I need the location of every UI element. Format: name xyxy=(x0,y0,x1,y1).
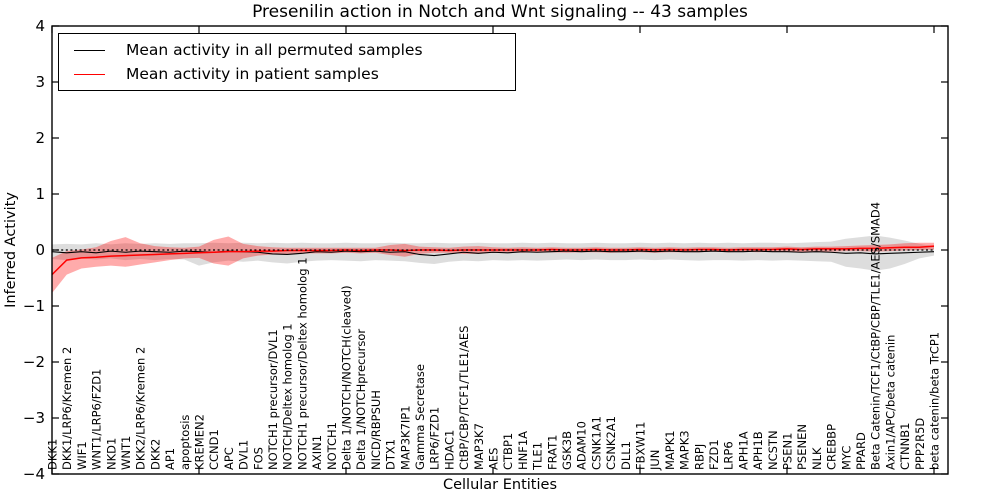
x-category-label: CCND1 xyxy=(207,429,221,470)
x-category-label: WNT1 xyxy=(119,436,133,470)
x-category-label: DKK2 xyxy=(148,439,162,470)
x-category-label: PPP2R5D xyxy=(913,418,927,470)
x-category-label: NOTCH1 precursor/DVL1 xyxy=(266,329,280,470)
x-category-label: MAPK3 xyxy=(678,430,692,470)
x-category-label: DLL1 xyxy=(619,441,633,470)
legend-label-permuted: Mean activity in all permuted samples xyxy=(126,41,423,59)
x-category-label: NOTCH1 precursor/Deltex homolog 1 xyxy=(295,257,309,470)
x-category-label: HNF1A xyxy=(516,431,530,470)
x-category-label: LRP6 xyxy=(722,441,736,470)
x-category-label: HDAC1 xyxy=(442,430,456,470)
x-category-label: NCSTN xyxy=(766,430,780,470)
x-category-label: CREBBP xyxy=(825,424,839,470)
x-category-label: Gamma Secretase xyxy=(413,364,427,470)
x-category-label: CTNNB1 xyxy=(898,423,912,470)
x-category-label: DTX1 xyxy=(384,439,398,470)
x-category-label: APH1A xyxy=(736,431,750,470)
x-category-label: FBXW11 xyxy=(634,422,648,470)
x-category-label: FZD1 xyxy=(707,439,721,470)
x-category-label: MAPK1 xyxy=(663,430,677,470)
x-category-label: CSNK2A1 xyxy=(604,416,618,470)
y-axis-label: Inferred Activity xyxy=(3,192,19,308)
x-category-label: Axin1/APC/beta catenin xyxy=(883,335,897,470)
x-category-label: CTBP1 xyxy=(501,433,515,470)
x-category-label: AXIN1 xyxy=(310,435,324,470)
y-tick-label: 1 xyxy=(35,185,45,203)
permuted-line-swatch xyxy=(74,49,105,51)
legend: Mean activity in all permuted samples Me… xyxy=(58,33,516,91)
x-category-label: AES xyxy=(487,448,501,470)
legend-label-patient: Mean activity in patient samples xyxy=(126,65,379,83)
x-category-label: GSK3B xyxy=(560,431,574,470)
permuted-line xyxy=(51,250,935,257)
y-tick-label: 2 xyxy=(35,129,45,147)
y-tick-label: 4 xyxy=(35,17,45,35)
x-category-label: AP1 xyxy=(163,448,177,470)
x-category-label: FRAT1 xyxy=(545,435,559,470)
x-category-label: MYC xyxy=(839,446,853,470)
x-category-label: WIF1 xyxy=(75,441,89,470)
x-category-label: NOTCH1 xyxy=(325,422,339,470)
legend-entry-permuted: Mean activity in all permuted samples xyxy=(74,39,515,61)
y-tick-label: 0 xyxy=(35,241,45,259)
x-category-label: ADAM10 xyxy=(575,421,589,470)
y-tick-label: −1 xyxy=(23,297,45,315)
x-category-label: Beta Catenin/TCF1/CtBP/CBP/TLE1/AES/SMAD… xyxy=(869,202,883,470)
y-tick-label: −4 xyxy=(23,465,45,483)
x-category-label: CSNK1A1 xyxy=(589,416,603,470)
x-category-label: LRP6/FZD1 xyxy=(428,407,442,470)
patient-line xyxy=(51,245,935,276)
x-category-label: NLK xyxy=(810,447,824,470)
y-tick-label: −3 xyxy=(23,409,45,427)
x-category-label: Delta 1/NOTCHprecursor xyxy=(354,329,368,470)
x-category-label: Delta 1/NOTCH/NOTCH(cleaved) xyxy=(340,285,354,470)
x-category-label: MAP3K7IP1 xyxy=(398,405,412,470)
x-axis-label: Cellular Entities xyxy=(442,477,558,493)
x-category-label: apoptosis xyxy=(178,415,192,470)
x-category-label: KREMEN2 xyxy=(193,414,207,470)
x-category-label: beta catenin/beta TrCP1 xyxy=(928,332,942,470)
x-category-label: DKK1/LRP6/Kremen 2 xyxy=(60,347,74,470)
x-category-label: NICD/RBPSUH xyxy=(369,390,383,470)
y-tick-label: 3 xyxy=(35,73,45,91)
legend-entry-patient: Mean activity in patient samples xyxy=(74,63,515,85)
x-category-label: PSEN1 xyxy=(781,433,795,470)
x-category-label: RBPJ xyxy=(692,444,706,470)
x-category-label: DKK2/LRP6/Kremen 2 xyxy=(134,347,148,470)
x-category-label: MAP3K7 xyxy=(472,423,486,470)
y-tick-label: −2 xyxy=(23,353,45,371)
x-category-label: JUN xyxy=(648,450,662,471)
x-category-label: APH1B xyxy=(751,431,765,470)
patient-line-swatch xyxy=(74,73,105,75)
x-category-label: PSENEN xyxy=(795,424,809,470)
x-category-label: DKK1 xyxy=(46,439,60,470)
x-category-label: PPARD xyxy=(854,432,868,470)
chart-title: Presenilin action in Notch and Wnt signa… xyxy=(252,2,748,22)
x-category-label: WNT1/LRP6/FZD1 xyxy=(90,369,104,470)
x-category-label: DVL1 xyxy=(237,440,251,470)
x-category-label: NOTCH/Deltex homolog 1 xyxy=(281,323,295,470)
x-category-label: TLE1 xyxy=(531,442,545,471)
x-category-label: APC xyxy=(222,447,236,470)
x-category-label: NKD1 xyxy=(104,438,118,470)
permuted-band xyxy=(52,235,934,271)
x-category-label: CtBP/CBP/TCF1/TLE1/AES xyxy=(457,326,471,470)
x-category-label: FOS xyxy=(251,447,265,470)
